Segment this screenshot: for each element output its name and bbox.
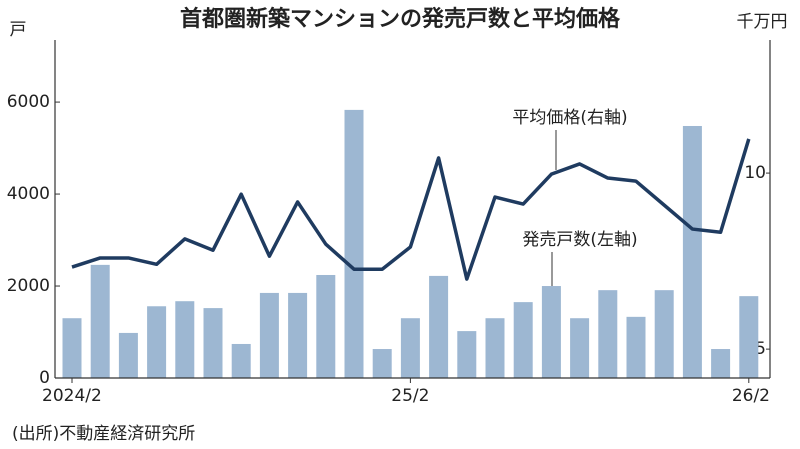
bar [288,292,308,378]
x-tick-label: 26/2 [732,386,770,406]
bar [626,316,646,378]
bar [541,286,561,378]
bar [118,332,138,378]
bar [429,275,449,378]
bar [739,296,759,378]
series-label: 平均価格(右軸) [512,108,627,128]
y-axis-unit: 戸 [10,20,27,40]
y2-tick-label: 5 [755,339,766,359]
y-tick-label: 6000 [7,92,50,112]
y2-tick-label: 10 [744,163,766,183]
bar [485,318,505,378]
x-tick-label: 2024/2 [42,386,102,406]
bar [598,290,618,378]
bar [90,264,110,378]
bar [316,274,336,378]
bar [457,331,477,378]
y-tick-label: 0 [39,368,50,388]
series-label: 発売戸数(左軸) [522,230,637,250]
bar [513,302,533,378]
bar [682,125,702,378]
bar [654,290,674,378]
y2-axis-unit: 千万円 [737,12,788,32]
bar [175,301,195,378]
bar [231,343,251,378]
bar [711,349,731,378]
x-tick-label: 25/2 [391,386,429,406]
chart-title: 首都圏新築マンションの発売戸数と平均価格 [180,6,621,32]
bar [372,349,392,378]
bar [400,318,420,378]
bar [259,292,279,378]
bar [62,318,82,378]
bar [344,109,364,378]
source-note: (出所)不動産経済研究所 [12,424,195,444]
line [71,138,751,281]
bar [147,306,167,378]
y-tick-label: 2000 [7,276,50,296]
y-tick-label: 4000 [7,184,50,204]
bar [570,318,590,378]
bar [203,308,223,378]
